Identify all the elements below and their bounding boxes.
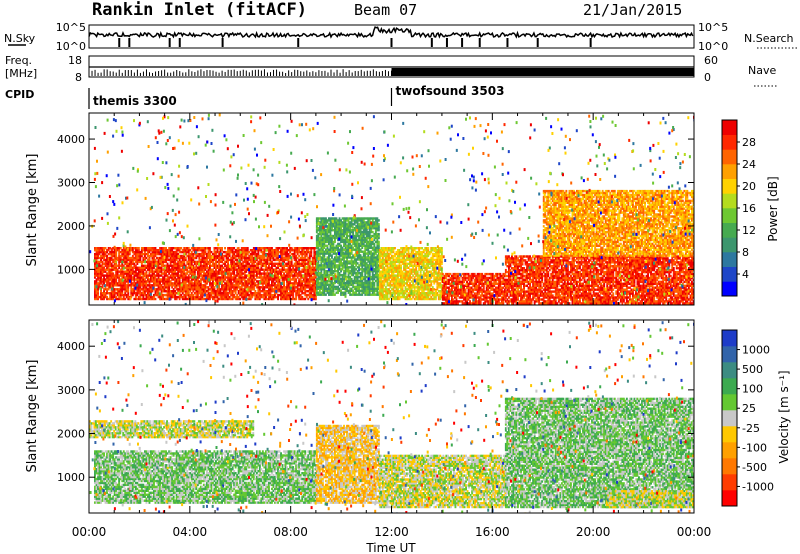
data-band-4 bbox=[504, 397, 694, 509]
data-band-1 bbox=[315, 217, 380, 296]
colorbar-tick-label: 28 bbox=[742, 136, 756, 149]
noise-sky-trace bbox=[88, 26, 694, 39]
data-band-5 bbox=[605, 490, 694, 509]
nave-ymax: 60 bbox=[704, 54, 718, 67]
noise-ymax-left: 10^5 bbox=[56, 21, 86, 34]
colorbar-tick-label: -1000 bbox=[742, 480, 774, 493]
freq-panel: Freq. [MHz] 18 8 60 0 Nave bbox=[5, 54, 778, 87]
data-band-2 bbox=[315, 424, 380, 504]
scatter-echoes bbox=[89, 113, 694, 305]
data-band-0 bbox=[94, 247, 317, 301]
noise-left-label: N.Sky bbox=[4, 32, 36, 45]
colorbar-tick-label: 100 bbox=[742, 383, 763, 396]
colorbar-tick-label: -25 bbox=[742, 422, 760, 435]
colorbar-tick-label: 1000 bbox=[742, 344, 770, 357]
power-colorbar: 4 8 12 16 20 24 28 bbox=[721, 119, 756, 297]
colorbar-tick-label: 20 bbox=[742, 180, 756, 193]
freq-ymin: 8 bbox=[75, 71, 82, 84]
cpid-segments: themis 3300 twofsound 3503 bbox=[88, 84, 505, 109]
freq-label: Freq. bbox=[5, 54, 32, 67]
data-band-1 bbox=[89, 420, 255, 439]
power-ylabel: Slant Range [km] bbox=[25, 154, 40, 267]
x-tick-label: 16:00 bbox=[475, 525, 510, 539]
noise-panel: N.Sky 10^5 10^0 10^5 10^0 N.Search bbox=[4, 21, 798, 53]
data-band-5 bbox=[542, 189, 694, 257]
noise-ymax-right: 10^5 bbox=[698, 21, 728, 34]
y-tick-label: 1000 bbox=[57, 263, 85, 276]
x-tick-label: 00:00 bbox=[677, 525, 712, 539]
y-tick-label: 3000 bbox=[57, 177, 85, 190]
x-tick-label: 04:00 bbox=[173, 525, 208, 539]
time-axis: 00:00 04:00 08:00 12:00 16:00 20:00 00:00 bbox=[72, 525, 712, 539]
x-tick-label: 00:00 bbox=[72, 525, 107, 539]
power-colorbar-label: Power [dB] bbox=[766, 176, 780, 241]
cpid-segment-label: themis 3300 bbox=[93, 94, 177, 108]
velocity-colorbar: -1000 -500 -100 -25 25 100 500 1000 bbox=[721, 329, 774, 507]
data-band-3 bbox=[378, 454, 507, 509]
power-panel: 1000 2000 3000 4000 Slant Range [km] bbox=[25, 112, 695, 306]
freq-unit: [MHz] bbox=[5, 67, 37, 80]
y-tick-label: 3000 bbox=[57, 384, 85, 397]
cpid-label: CPID bbox=[5, 88, 34, 101]
x-tick-label: 20:00 bbox=[576, 525, 611, 539]
x-axis-label: Time UT bbox=[365, 541, 416, 554]
date-label: 21/Jan/2015 bbox=[583, 1, 682, 19]
noise-ymin-left: 10^0 bbox=[56, 40, 86, 53]
station-title: Rankin Inlet (fitACF) bbox=[92, 0, 307, 20]
data-band-4 bbox=[504, 255, 694, 305]
nave-ymin: 0 bbox=[704, 71, 711, 84]
nave-block bbox=[391, 68, 694, 76]
x-tick-label: 08:00 bbox=[273, 525, 308, 539]
x-tick-label: 12:00 bbox=[374, 525, 409, 539]
colorbar-tick-label: 25 bbox=[742, 402, 756, 415]
beam-label: Beam 07 bbox=[354, 1, 417, 19]
data-band-2 bbox=[378, 247, 443, 301]
y-tick-label: 4000 bbox=[57, 133, 85, 146]
colorbar-tick-label: 500 bbox=[742, 363, 763, 376]
velocity-panel: 1000 2000 3000 4000 Slant Range [km] bbox=[25, 319, 695, 514]
velocity-colorbar-label: Velocity [m s⁻¹] bbox=[777, 370, 791, 463]
scatter-echoes bbox=[89, 320, 694, 513]
y-tick-label: 1000 bbox=[57, 471, 85, 484]
y-tick-label: 4000 bbox=[57, 340, 85, 353]
colorbar-tick-label: 16 bbox=[742, 202, 756, 215]
velocity-ylabel: Slant Range [km] bbox=[25, 360, 40, 473]
y-tick-label: 2000 bbox=[57, 220, 85, 233]
colorbar-tick-label: 4 bbox=[742, 268, 749, 281]
colorbar-tick-label: 8 bbox=[742, 246, 749, 259]
colorbar-tick-label: -100 bbox=[742, 441, 767, 454]
nave-label: Nave bbox=[748, 64, 776, 77]
cpid-segment-label: twofsound 3503 bbox=[396, 84, 505, 98]
noise-ymin-right: 10^0 bbox=[698, 40, 728, 53]
colorbar-tick-label: -500 bbox=[742, 461, 767, 474]
colorbar-tick-label: 24 bbox=[742, 158, 756, 171]
colorbar-tick-label: 12 bbox=[742, 224, 756, 237]
y-tick-label: 2000 bbox=[57, 428, 85, 441]
freq-ymax: 18 bbox=[68, 54, 82, 67]
data-band-3 bbox=[441, 272, 506, 305]
noise-right-label: N.Search bbox=[744, 32, 794, 45]
